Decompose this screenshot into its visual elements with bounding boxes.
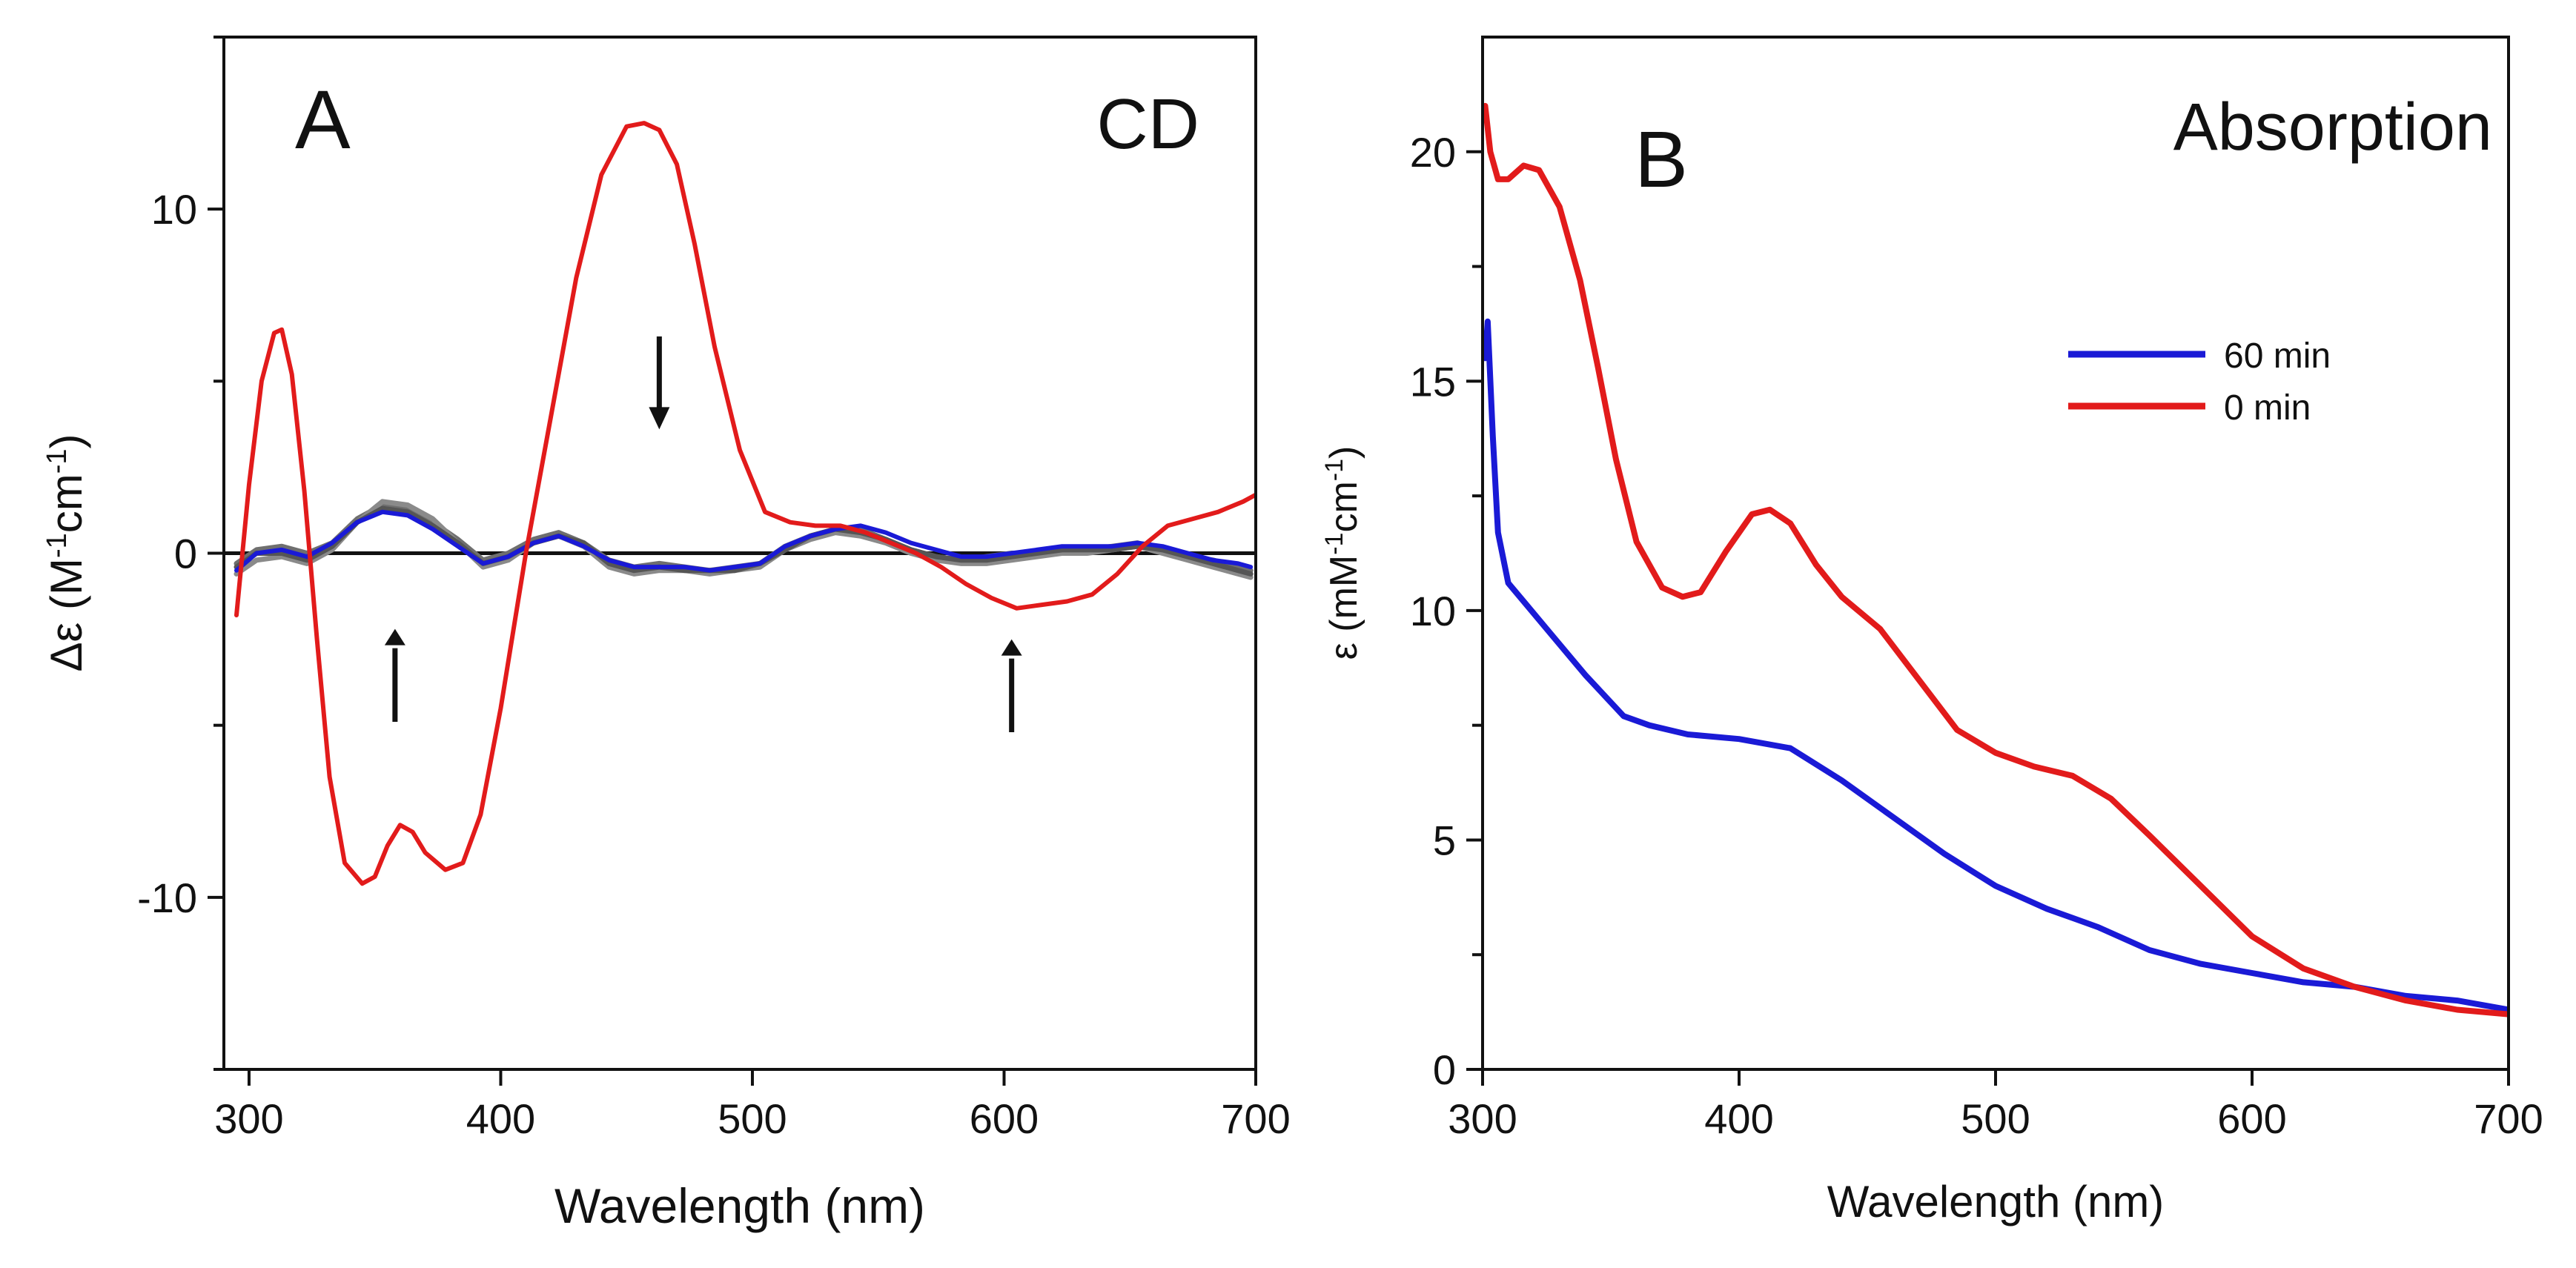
panel-a-x-tick-label: 700: [1221, 1095, 1290, 1142]
a-arrow-head: [384, 628, 405, 645]
panel-b-y-tick-label: 10: [1410, 588, 1456, 634]
panel-a-y-axis-label-main: Δε (M: [42, 558, 91, 671]
panel-a-x-ticks: [247, 1069, 1257, 1086]
a-arrow-down: [649, 336, 670, 430]
panel-b-x-tick-label: 400: [1704, 1095, 1773, 1142]
legend-label-60-min: 60 min: [2224, 336, 2331, 376]
panel-a-y-tick-labels: -10 0 10: [137, 186, 197, 921]
panel-a-annotations: [384, 336, 1022, 732]
panel-b-y-axis-label-sup2: -1: [1320, 459, 1348, 481]
panel-b-y-tick-labels: 0 5 10 15 20: [1410, 129, 1456, 1093]
panel-b-x-tick-label: 700: [2474, 1095, 2543, 1142]
panel-b-title: Absorption: [2173, 90, 2492, 165]
panel-b-x-ticks: [1481, 1069, 2510, 1086]
panel-a-title: CD: [1096, 84, 1199, 164]
panel-a-x-tick-label: 300: [214, 1095, 283, 1142]
panel-b-y-axis-label-sup1: -1: [1320, 533, 1348, 555]
panel-a-letter: A: [295, 73, 351, 166]
panel-a-chart: 300 400 500 600 700 -10 0 10 Wavelength …: [42, 36, 1291, 1233]
panel-b-letter: B: [1635, 114, 1688, 204]
panel-b-y-ticks: [1466, 150, 1483, 1071]
panel-b-y-tick-label: 0: [1433, 1046, 1456, 1093]
panel-b-x-tick-label: 600: [2217, 1095, 2286, 1142]
panel-b-y-axis-label-mid: cm: [1322, 481, 1365, 532]
panel-a-y-axis-label: Δε (M-1cm-1): [42, 434, 91, 671]
panel-b-plot: [1466, 36, 2510, 1086]
panel-a-y-axis-label-end: ): [42, 434, 91, 448]
a-arrow-up: [1001, 639, 1022, 732]
legend-entry-0-min: 0 min: [2068, 388, 2311, 428]
panel-a-y-tick-label: -10: [137, 874, 197, 921]
panel-a-y-axis-label-sup1: -1: [42, 533, 73, 558]
panel-a-y-tick-label: 0: [174, 531, 197, 577]
panel-a-series-60-min: [234, 509, 1254, 573]
panel-b-y-tick-label: 15: [1410, 358, 1456, 405]
a-arrow-head: [649, 407, 670, 430]
panel-a-series-group: [224, 121, 1256, 886]
panel-b-series-60-min: [1483, 318, 2509, 1013]
panel-a-y-axis-label-mid: cm: [42, 474, 91, 533]
panel-b-x-tick-labels: 300 400 500 600 700: [1448, 1095, 2543, 1142]
panel-a-x-tick-label: 400: [466, 1095, 535, 1142]
a-arrow-up: [384, 628, 405, 723]
panel-b-series-0-min: [1483, 102, 2509, 1018]
panel-b-chart: 300 400 500 600 700 0 5 10 15 20 Wavelen…: [1320, 36, 2543, 1226]
panel-b-series-group: [1483, 102, 2509, 1018]
panel-b-y-tick-label: 20: [1410, 129, 1456, 176]
panel-a-x-tick-labels: 300 400 500 600 700: [214, 1095, 1290, 1142]
legend-entry-60-min: 60 min: [2068, 336, 2331, 376]
panel-a-y-axis-label-sup2: -1: [42, 448, 73, 474]
panel-a-x-tick-label: 600: [970, 1095, 1039, 1142]
panel-b-y-axis-label: ε (mM-1cm-1): [1320, 446, 1365, 660]
legend-label-0-min: 0 min: [2224, 388, 2311, 428]
panel-a-plot: [208, 36, 1257, 1086]
panel-a-y-tick-label: 10: [151, 186, 197, 233]
panel-a-y-ticks: [208, 36, 224, 1071]
panel-b-x-tick-label: 300: [1448, 1095, 1517, 1142]
panel-b-x-axis-label: Wavelength (nm): [1827, 1177, 2165, 1226]
panel-b-y-axis-label-end: ): [1322, 446, 1365, 459]
panel-b-legend: 60 min 0 min: [2068, 336, 2331, 428]
panel-b-y-tick-label: 5: [1433, 817, 1456, 863]
panel-a-x-tick-label: 500: [718, 1095, 787, 1142]
panel-a-x-axis-label: Wavelength (nm): [554, 1178, 925, 1233]
a-arrow-head: [1001, 639, 1022, 656]
panel-a-series-0-min: [234, 121, 1256, 886]
panel-b-y-axis-label-main: ε (mM: [1322, 555, 1365, 660]
panel-b-x-tick-label: 500: [1961, 1095, 2030, 1142]
